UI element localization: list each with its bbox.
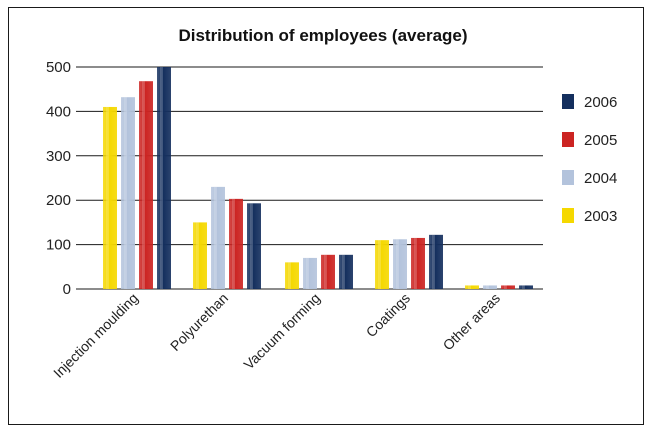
y-axis-ticks: 0 100 200 300 400 500 xyxy=(46,59,71,298)
legend-label-2005: 2005 xyxy=(584,132,617,149)
bar-2003-3 xyxy=(375,240,389,289)
bar-2003-2 xyxy=(285,262,299,289)
bar-highlight xyxy=(414,237,417,289)
bar-highlight xyxy=(124,97,127,289)
bar-2006-1 xyxy=(247,203,261,289)
legend-swatch-2004 xyxy=(562,170,574,185)
x-category-label: Vacuum forming xyxy=(240,290,323,373)
y-tick-label: 400 xyxy=(46,103,71,120)
legend: 2006 2005 2004 2003 xyxy=(562,94,617,225)
bar-2006-0 xyxy=(157,67,171,289)
chart-title: Distribution of employees (average) xyxy=(178,26,467,45)
bar-highlight xyxy=(396,239,399,289)
bar-highlight xyxy=(288,262,291,289)
bar-2003-1 xyxy=(193,222,207,289)
bar-highlight xyxy=(378,240,381,289)
bar-highlight xyxy=(106,106,109,290)
bar-2005-0 xyxy=(139,81,153,289)
legend-swatch-2005 xyxy=(562,132,574,147)
bar-2004-2 xyxy=(303,257,317,289)
bar-highlight xyxy=(214,186,217,289)
legend-swatch-2006 xyxy=(562,94,574,109)
legend-label-2004: 2004 xyxy=(584,170,617,187)
chart-frame: Distribution of employees (average) 0 100… xyxy=(8,7,644,425)
bar-highlight xyxy=(196,222,199,289)
y-tick-label: 200 xyxy=(46,192,71,209)
bar-highlight xyxy=(432,234,435,289)
bar-2005-1 xyxy=(229,198,243,289)
bar-2005-3 xyxy=(411,237,425,289)
bars xyxy=(103,67,533,290)
bar-2004-3 xyxy=(393,239,407,289)
x-category-label: Other areas xyxy=(440,290,504,354)
y-tick-label: 500 xyxy=(46,59,71,76)
y-tick-label: 0 xyxy=(63,281,71,298)
y-tick-label: 100 xyxy=(46,237,71,254)
legend-label-2003: 2003 xyxy=(584,208,617,225)
bar-2006-2 xyxy=(339,254,353,289)
bar-highlight xyxy=(306,257,309,289)
legend-label-2006: 2006 xyxy=(584,94,617,111)
x-category-label: Polyurethan xyxy=(167,290,231,354)
bar-highlight xyxy=(324,254,327,289)
bar-2003-0 xyxy=(103,106,117,290)
bar-2004-0 xyxy=(121,97,135,289)
bar-highlight xyxy=(504,285,507,289)
bar-2005-2 xyxy=(321,254,335,289)
bar-2003-4 xyxy=(465,285,479,289)
bar-highlight xyxy=(486,285,489,289)
bar-highlight xyxy=(232,198,235,289)
bar-highlight xyxy=(160,67,163,289)
bar-highlight xyxy=(342,254,345,289)
chart: Distribution of employees (average) 0 100… xyxy=(46,26,617,381)
x-category-label: Coatings xyxy=(363,290,413,340)
bar-2006-3 xyxy=(429,234,443,289)
x-axis-labels: Injection moulding Polyurethan Vacuum form… xyxy=(50,290,503,381)
bar-2004-4 xyxy=(483,285,497,289)
bar-2004-1 xyxy=(211,186,225,289)
bar-highlight xyxy=(468,285,471,289)
legend-swatch-2003 xyxy=(562,208,574,223)
y-tick-label: 300 xyxy=(46,148,71,165)
x-category-label: Injection moulding xyxy=(50,290,141,381)
bar-highlight xyxy=(142,81,145,289)
bar-highlight xyxy=(250,203,253,289)
bar-2006-4 xyxy=(519,285,533,289)
bar-highlight xyxy=(522,285,525,289)
bar-2005-4 xyxy=(501,285,515,289)
